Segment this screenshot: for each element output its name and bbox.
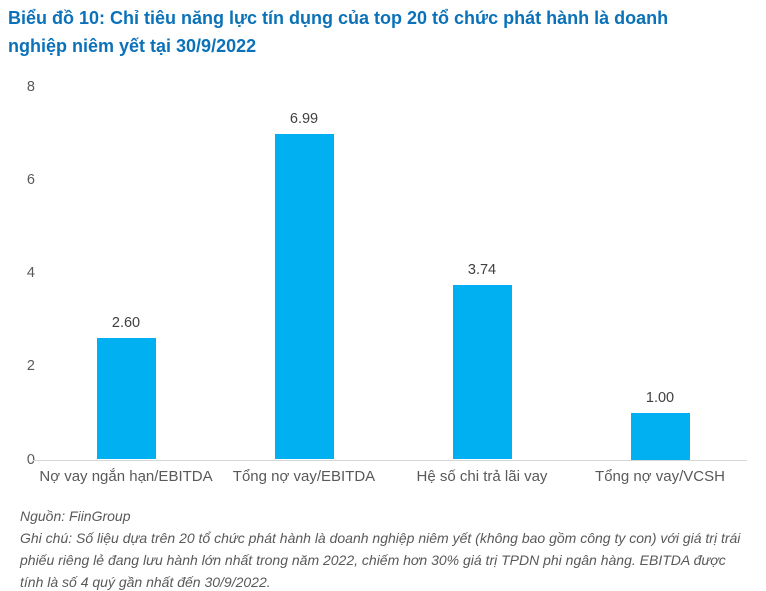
x-axis-line — [33, 459, 747, 461]
x-category-label: Tổng nợ vay/EBITDA — [232, 467, 376, 485]
chart-footer: Nguồn: FiinGroup Ghi chú: Số liệu dựa tr… — [20, 505, 752, 591]
y-tick-label: 8 — [26, 78, 35, 95]
bar — [630, 412, 690, 460]
bar — [452, 285, 512, 460]
note-text: Ghi chú: Số liệu dựa trên 20 tổ chức phá… — [20, 530, 741, 590]
x-category-label: Tổng nợ vay/VCSH — [595, 467, 725, 485]
bar-value-label: 2.60 — [111, 315, 141, 332]
y-tick-label: 4 — [26, 265, 35, 281]
bar-value-label: 3.74 — [467, 262, 497, 279]
y-tick-label: 2 — [26, 358, 35, 375]
bar — [96, 338, 156, 460]
y-tick-label: 6 — [26, 171, 35, 188]
bar-chart: 0 2 4 6 8 2.60 Nợ vay ngắn hạn/EBITDA 6.99 Tổng … — [0, 79, 766, 505]
bar — [274, 133, 334, 460]
bar-value-label: 6.99 — [289, 110, 319, 127]
x-category-label: Nợ vay ngắn hạn/EBITDA — [39, 467, 213, 485]
y-tick-label: 0 — [26, 451, 35, 468]
bar-value-label: 1.00 — [645, 389, 675, 406]
source-text: Nguồn: FiinGroup — [20, 508, 131, 524]
chart-title: Biểu đồ 10: Chỉ tiêu năng lực tín dụng c… — [8, 8, 669, 56]
x-category-label: Hệ số chi trả lãi vay — [416, 467, 548, 485]
